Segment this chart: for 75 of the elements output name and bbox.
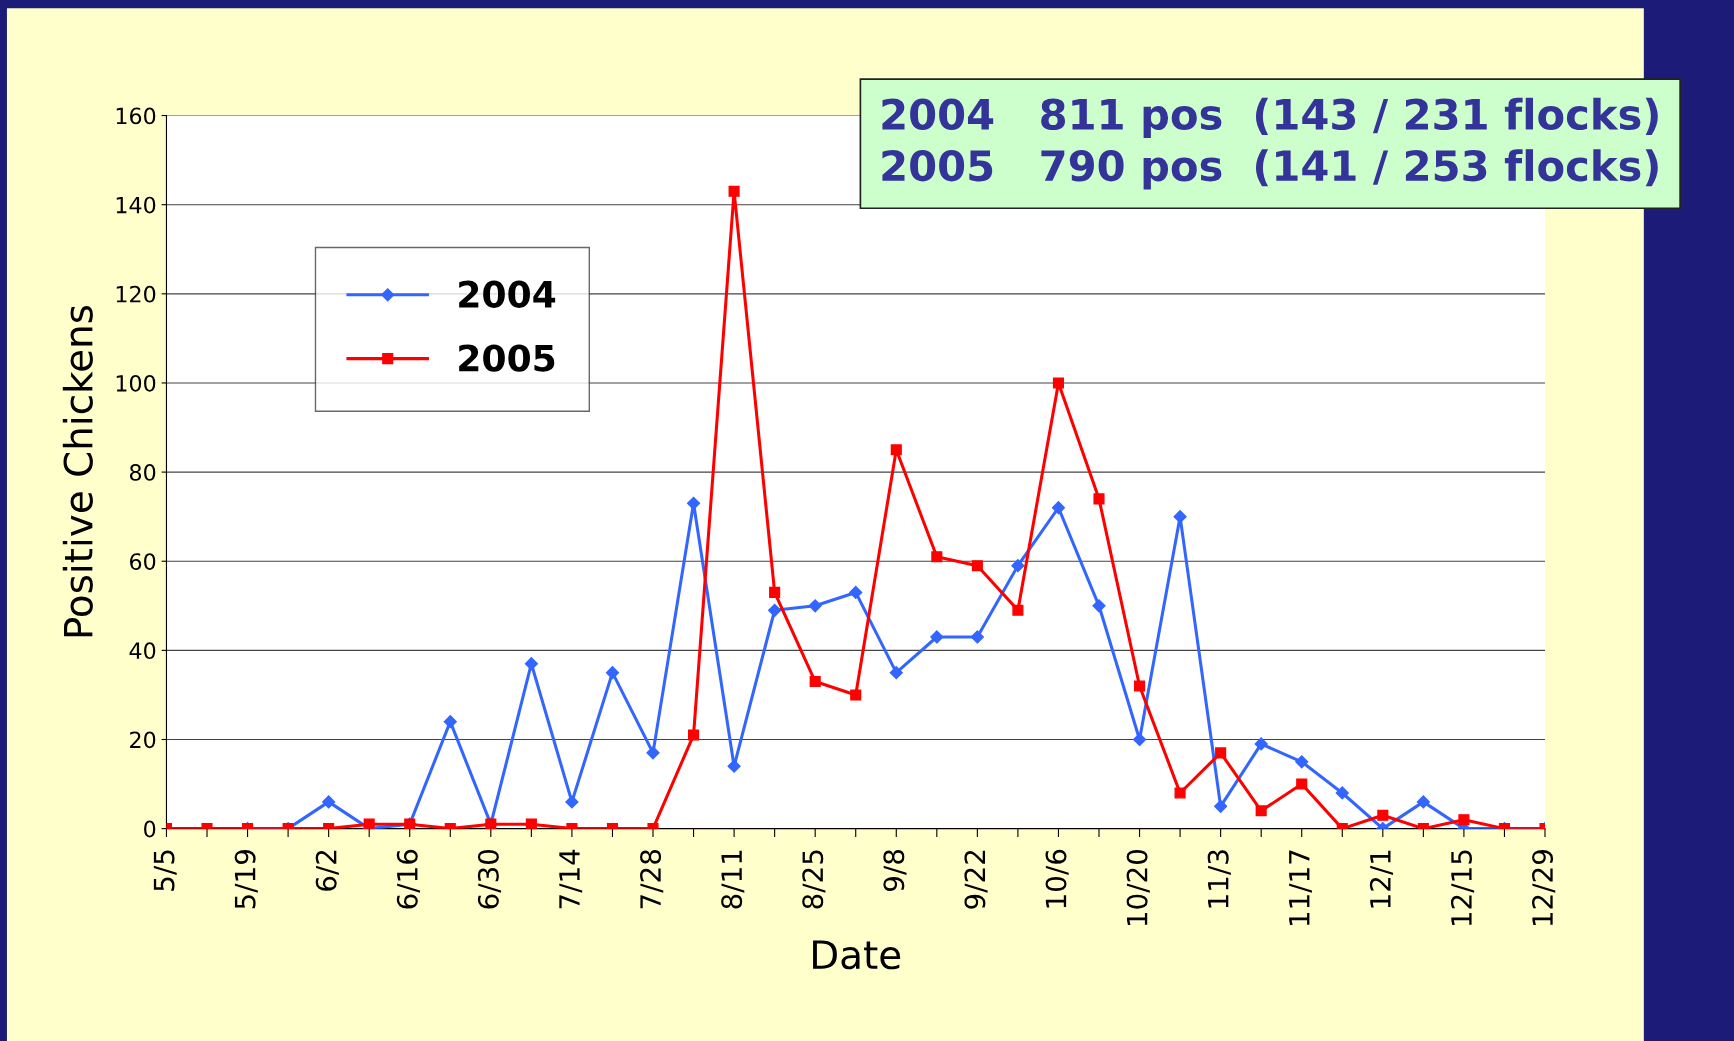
point bbox=[1173, 510, 1187, 524]
legend-label: 2004 bbox=[459, 280, 556, 308]
y-tick-label: 120 bbox=[116, 285, 156, 303]
point bbox=[808, 599, 822, 613]
x-tick-label: 12/29 bbox=[1532, 850, 1556, 926]
x-tick-label: 5/19 bbox=[234, 850, 258, 909]
y-tick-label: 0 bbox=[144, 820, 156, 838]
point bbox=[524, 657, 538, 671]
point bbox=[1335, 786, 1349, 800]
x-tick-label: 10/20 bbox=[1126, 849, 1150, 926]
x-tick-label: 11/17 bbox=[1289, 850, 1312, 926]
y-tick-label: 60 bbox=[130, 553, 156, 570]
x-tick-label: 6/16 bbox=[396, 849, 420, 909]
point bbox=[1214, 799, 1228, 813]
point bbox=[646, 746, 660, 760]
point bbox=[728, 185, 740, 197]
point bbox=[686, 496, 701, 510]
point bbox=[1092, 599, 1106, 613]
x-tick-label: 6/2 bbox=[315, 850, 339, 891]
point bbox=[443, 715, 457, 729]
y-axis-title: Positive Chickens bbox=[62, 305, 93, 637]
point bbox=[1011, 559, 1025, 573]
point bbox=[1377, 809, 1389, 821]
y-tick-label: 80 bbox=[129, 464, 156, 481]
annotation: 2004 811 pos (143 / 231 flocks) bbox=[882, 97, 1658, 139]
x-tick-label: 11/3 bbox=[1207, 850, 1231, 908]
point bbox=[890, 444, 902, 456]
point bbox=[1255, 805, 1267, 817]
x-tick-label: 7/28 bbox=[640, 849, 664, 909]
point bbox=[1051, 501, 1066, 515]
point bbox=[1174, 787, 1186, 799]
x-tick-label: 6/30 bbox=[477, 849, 502, 909]
point bbox=[605, 666, 620, 680]
point bbox=[931, 551, 943, 563]
point bbox=[1458, 814, 1470, 826]
point bbox=[849, 585, 863, 600]
point bbox=[1254, 737, 1268, 751]
point bbox=[971, 560, 983, 572]
point bbox=[850, 689, 862, 701]
y-tick-label: 140 bbox=[116, 196, 156, 214]
x-tick-label: 12/1 bbox=[1369, 850, 1394, 908]
x-tick-label: 7/14 bbox=[559, 849, 583, 909]
point bbox=[322, 795, 336, 809]
point bbox=[1012, 604, 1024, 616]
x-tick-label: 9/8 bbox=[883, 849, 907, 892]
point bbox=[727, 759, 741, 773]
point bbox=[769, 586, 781, 598]
point bbox=[970, 630, 984, 644]
point bbox=[889, 666, 903, 680]
point bbox=[1416, 795, 1430, 809]
point bbox=[1215, 747, 1227, 759]
x-axis-title: Date bbox=[813, 940, 901, 970]
annotation: 2005 790 pos (141 / 253 flocks) bbox=[882, 149, 1658, 190]
y-tick-label: 40 bbox=[129, 642, 156, 660]
x-tick-label: 5/5 bbox=[153, 850, 177, 891]
y-tick-label: 20 bbox=[130, 731, 156, 749]
legend-label: 2005 bbox=[459, 344, 555, 372]
point bbox=[565, 795, 579, 809]
x-tick-label: 12/15 bbox=[1450, 850, 1475, 926]
point bbox=[1052, 377, 1065, 389]
point bbox=[1093, 493, 1105, 505]
y-tick-label: 100 bbox=[116, 374, 156, 392]
point bbox=[687, 729, 700, 741]
point bbox=[1133, 680, 1146, 692]
x-tick-label: 9/22 bbox=[964, 850, 988, 909]
point bbox=[525, 818, 537, 829]
x-tick-label: 10/6 bbox=[1045, 849, 1069, 908]
y-tick-label: 160 bbox=[116, 107, 156, 125]
point bbox=[1295, 755, 1309, 769]
point bbox=[930, 630, 944, 644]
point bbox=[1296, 778, 1308, 790]
x-tick-label: 8/25 bbox=[802, 850, 826, 909]
x-tick-label: 8/11 bbox=[721, 850, 745, 909]
point bbox=[809, 676, 821, 688]
point bbox=[768, 603, 782, 617]
